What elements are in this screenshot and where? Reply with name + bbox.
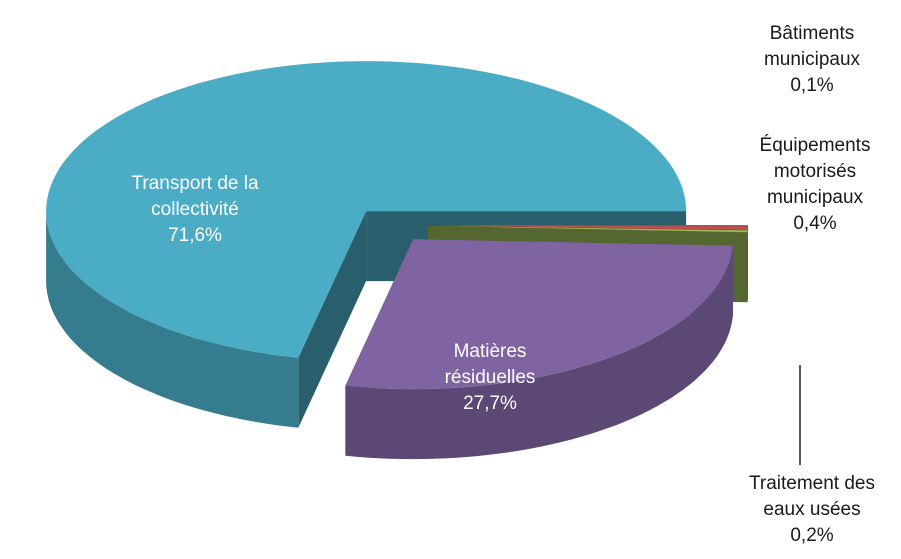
- slice-label: Bâtiments municipaux 0,1%: [747, 21, 877, 99]
- slice-side: [298, 211, 367, 428]
- slice: [345, 239, 733, 390]
- slice: [428, 225, 748, 226]
- slice: [46, 61, 687, 358]
- slice-wall: [345, 245, 733, 460]
- value-label: 71,6%: [168, 225, 222, 246]
- slice-label: Transport de la collectivité 71,6%: [100, 171, 290, 249]
- category-label: Bâtiments municipaux: [763, 23, 861, 70]
- category-label: Équipements motorisés municipaux: [759, 135, 871, 208]
- slice-wall: [46, 211, 299, 428]
- value-label: 27,7%: [463, 393, 517, 414]
- slice-label: Équipements motorisés municipaux 0,4%: [748, 133, 883, 237]
- slice-label: Traitement des eaux usées 0,2%: [727, 471, 897, 549]
- category-label: Transport de la collectivité: [131, 173, 259, 220]
- value-label: 0,4%: [793, 213, 837, 234]
- slice-label: Matières résiduelles 27,7%: [420, 339, 560, 417]
- slice: [428, 225, 748, 230]
- value-label: 0,1%: [790, 75, 834, 96]
- value-label: 0,2%: [790, 525, 834, 546]
- category-label: Traitement des eaux usées: [748, 473, 875, 520]
- category-label: Matières résiduelles: [444, 341, 536, 388]
- slice: [428, 225, 748, 233]
